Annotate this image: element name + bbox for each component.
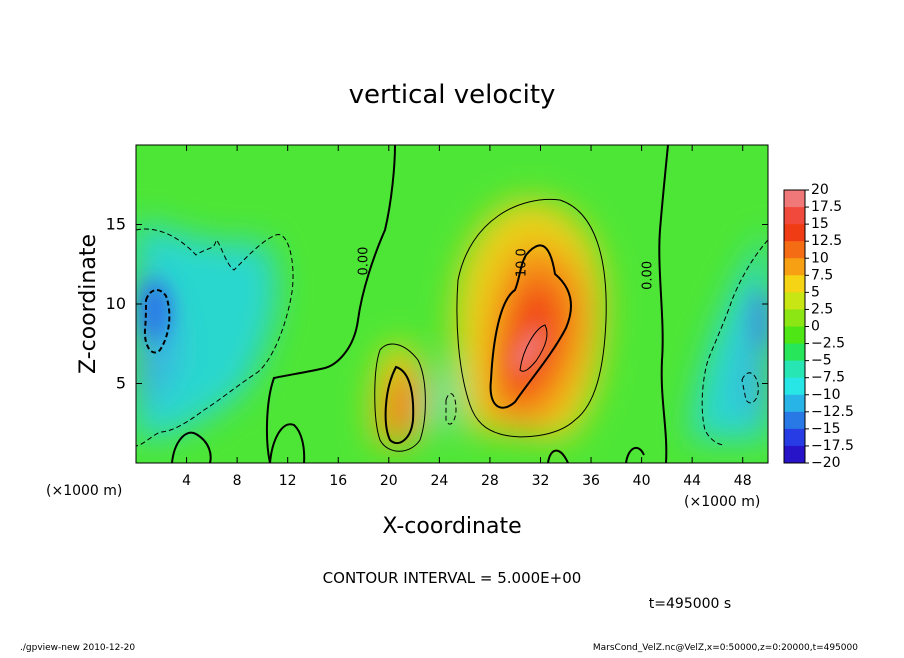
x-tick-label: 8 [233,473,242,489]
x-tick-label: 36 [582,473,600,489]
contour-label: 0.00 [641,261,656,290]
time-text: t=495000 s [649,596,731,612]
contour-bottom-right-loop [547,449,569,463]
downdraft-middle-cyan [425,360,458,435]
chart-title: vertical velocity [349,80,556,110]
colorbar-label: −20 [811,455,841,471]
x-tick-label: 16 [329,473,347,489]
contour-ten-main [489,244,572,409]
footer-right: MarsCond_VelZ.nc@VelZ,x=0:50000,z=0:2000… [593,643,858,653]
x-tick-label: 28 [481,473,499,489]
downdraft-core-right [752,290,768,350]
downdraft-left-cyan [136,220,278,440]
colorbar-label: −12.5 [811,404,854,420]
colorbar-label: −10 [811,387,841,403]
updraft-core-max [510,324,546,376]
colorbar-cell [784,275,805,293]
x-tick-label: 32 [532,473,550,489]
y-tick-label: 15 [106,215,126,234]
colorbar-label: −5 [811,353,832,369]
contour-five-main [456,198,607,438]
contour-bottom-left-loop [171,431,212,463]
x-tick-label: 40 [633,473,651,489]
left-updraft-orange [385,366,416,442]
x-tick-label: 24 [430,473,448,489]
colorbar-cell [784,326,805,345]
colorbar-cell [784,190,805,208]
contour-lines [136,145,768,463]
contour-labels: 0.00 10.0 0.00 [356,247,655,290]
contour-zero-left [265,145,396,463]
x-tick-label: 12 [279,473,297,489]
colorbar-label: 10 [811,250,829,266]
colorbar-label: 2.5 [811,301,833,317]
colorbar-label: 5 [811,284,820,300]
colorbar-cell [784,258,805,276]
footer-left: ./gpview-new 2010-12-20 [20,643,135,653]
contour-bottom-right-loop-2 [625,446,645,463]
colorbar-label: 15 [811,216,829,232]
contour-zero-right [658,145,669,463]
contour-five-small-cell [519,324,548,372]
contour-interval-text: CONTOUR INTERVAL = 5.000E+00 [323,569,582,587]
colorbar-cell [784,292,805,310]
contour-label: 10.0 [514,248,529,277]
colorbar-label: 0 [811,319,820,335]
colorbar-label: 17.5 [811,199,842,215]
downdraft-core-left [139,280,171,340]
contour-neg-right-core [741,372,759,404]
colorbar-label: −7.5 [811,370,845,386]
colorbar-cell [784,224,805,242]
x-tick-label: 20 [380,473,398,489]
contour-neg-left-core [143,289,171,354]
contour-five-left-cell [374,343,426,452]
colorbar-label: 7.5 [811,267,833,283]
x-axis-ticks: 4 8 12 16 20 24 28 32 36 40 44 48 [182,145,752,489]
contour-neg-mid [445,393,457,425]
x-axis-label: X-coordinate [382,514,521,539]
colorbar-label: −2.5 [811,336,845,352]
field-cores [139,280,768,376]
contour-neg-right [701,239,768,446]
colorbar-label: −17.5 [811,438,854,454]
colorbar-cell [784,411,805,430]
colorbar-cell [784,309,805,327]
y-axis-ticks: 5 10 15 [106,215,768,393]
y-tick-label: 5 [116,374,126,393]
contour-label: 0.00 [356,247,371,276]
colorbar-cell [784,428,805,447]
colorbar-cell [784,207,805,225]
contour-neg-left [136,228,294,447]
y-tick-label: 10 [106,294,126,313]
colorbar-label: −15 [811,421,841,437]
x-axis-unit-right: (×1000 m) [684,494,760,510]
colorbar-cells [784,190,805,464]
x-axis-unit-left: (×1000 m) [46,483,122,499]
plot-area: 0.00 10.0 0.00 4 8 12 16 20 24 28 32 36 40 44 48 5101… [106,144,769,489]
contour-ten-left-cell [384,365,415,445]
x-tick-label: 44 [683,473,701,489]
y-axis-label: Z-coordinate [76,234,101,374]
colorbar-cell [784,394,805,413]
colorbar-label: 20 [811,182,829,198]
colorbar-label: 12.5 [811,233,842,249]
colorbar-cell [784,360,805,379]
colorbar-cell [784,241,805,259]
contour-bottom-mid-loop [269,423,306,463]
colorbar-cell [784,445,805,464]
x-tick-label: 4 [182,473,191,489]
colorbar-cell [784,377,805,396]
colorbar-cell [784,343,805,362]
x-tick-label: 48 [734,473,752,489]
